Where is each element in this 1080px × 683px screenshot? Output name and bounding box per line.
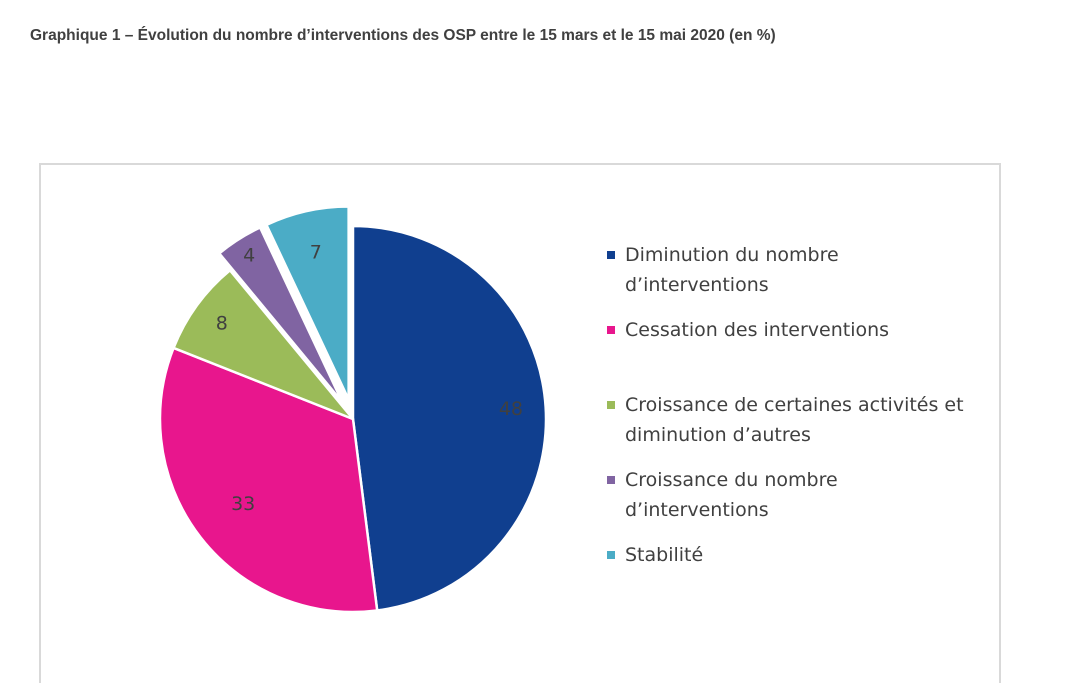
pie-slice: [351, 224, 548, 612]
slice-value-label: 33: [231, 493, 255, 515]
legend-label: Croissance du nombre d’interventions: [625, 469, 838, 521]
legend-item: Stabilité: [607, 540, 703, 570]
slice-value-label: 7: [310, 242, 322, 264]
legend-swatch: [607, 251, 615, 259]
legend-item: Croissance de certaines activités et dim…: [607, 390, 964, 450]
chart-title: Graphique 1 – Évolution du nombre d’inte…: [30, 27, 776, 44]
legend-label: Stabilité: [625, 544, 704, 566]
legend-swatch: [607, 476, 615, 484]
pie-slice: [158, 346, 379, 614]
legend-swatch: [607, 401, 615, 409]
legend-label: Diminution du nombre d’interventions: [625, 244, 839, 296]
pie-slice: [217, 225, 344, 403]
slice-value-label: 4: [243, 244, 255, 266]
slice-value-label: 48: [499, 398, 523, 420]
legend-item: Diminution du nombre d’interventions: [607, 240, 839, 300]
legend-swatch: [607, 551, 615, 559]
legend-label: Croissance de certaines activités et dim…: [625, 394, 964, 446]
legend-swatch: [607, 326, 615, 334]
legend-item: Croissance du nombre d’interventions: [607, 465, 838, 525]
slice-value-label: 8: [216, 313, 228, 335]
legend-label: Cessation des interventions: [625, 319, 890, 341]
pie-slice: [171, 268, 354, 421]
pie-slice: [264, 205, 350, 401]
legend-item: Cessation des interventions: [607, 315, 889, 345]
